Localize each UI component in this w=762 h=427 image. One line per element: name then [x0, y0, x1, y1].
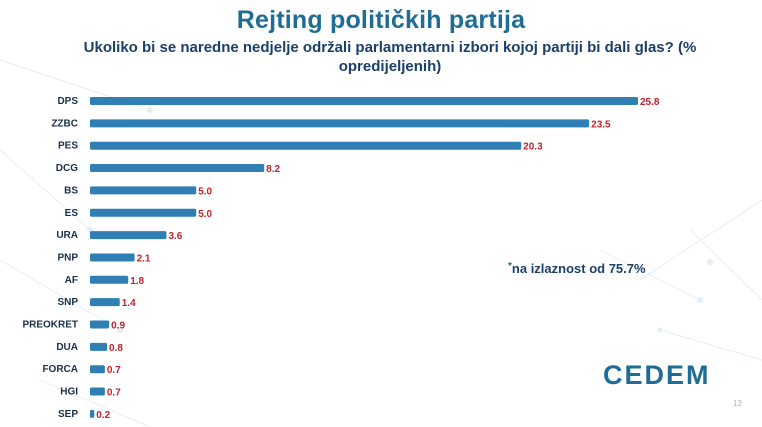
category-label-sep: SEP [58, 409, 78, 420]
value-label-hgi: 0.7 [107, 388, 121, 399]
category-label-es: ES [65, 208, 79, 219]
bar-preokret [90, 320, 110, 329]
value-label-preokret: 0.9 [111, 321, 125, 332]
category-label-dps: DPS [57, 96, 78, 107]
chart-subtitle: Ukoliko bi se naredne nedjelje održali p… [83, 39, 697, 75]
turnout-note-text: na izlaznost od 75.7% [511, 261, 646, 276]
category-label-dcg: DCG [56, 163, 78, 174]
turnout-note: *na izlaznost od 75.7% [508, 261, 646, 276]
value-label-bs: 5.0 [198, 186, 212, 197]
value-label-dps: 25.8 [640, 97, 660, 108]
value-label-dua: 0.8 [109, 343, 123, 354]
note-marker-icon: * [508, 261, 512, 272]
value-label-zzbc: 23.5 [591, 119, 611, 130]
value-label-es: 5.0 [198, 209, 212, 220]
category-label-af: AF [65, 275, 78, 286]
page-number: 12 [733, 399, 742, 408]
bar-es [90, 208, 197, 217]
value-label-dcg: 8.2 [266, 164, 280, 175]
bar-zzbc [90, 119, 590, 128]
bar-dcg [90, 164, 265, 173]
value-label-ura: 3.6 [168, 231, 182, 242]
category-label-dua: DUA [56, 342, 78, 353]
bar-pes [90, 141, 522, 150]
bar-forca [90, 365, 105, 374]
bar-hgi [90, 387, 105, 396]
category-label-zzbc: ZZBC [51, 118, 78, 129]
value-label-pes: 20.3 [523, 142, 543, 153]
value-label-snp: 1.4 [122, 298, 136, 309]
value-label-forca: 0.7 [107, 365, 121, 376]
category-label-pnp: PNP [57, 252, 78, 263]
category-label-snp: SNP [57, 297, 78, 308]
bar-sep [90, 409, 95, 418]
chart-title: Rejting političkih partija [236, 6, 526, 34]
bar-ura [90, 231, 167, 240]
bar-bs [90, 186, 197, 195]
category-label-forca: FORCA [42, 364, 78, 375]
category-label-ura: URA [56, 230, 78, 241]
value-label-pnp: 2.1 [137, 253, 151, 264]
bar-dps [90, 97, 638, 105]
category-label-preokret: PREOKRET [22, 320, 78, 331]
bar-af [90, 275, 129, 284]
value-label-sep: 0.2 [96, 410, 110, 421]
bar-dua [90, 342, 107, 351]
category-label-bs: BS [64, 185, 78, 196]
bar-snp [90, 298, 120, 307]
category-label-pes: PES [58, 141, 78, 152]
cedem-logo: CEDEM [603, 360, 711, 390]
bar-pnp [90, 253, 135, 262]
category-label-hgi: HGI [60, 387, 78, 398]
value-label-af: 1.8 [130, 276, 144, 287]
